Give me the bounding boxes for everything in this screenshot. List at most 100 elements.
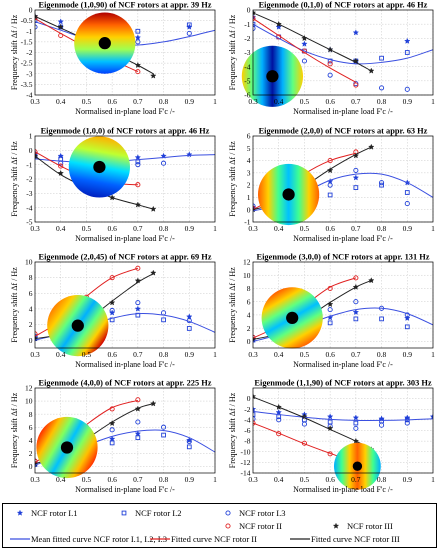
data-point [352,414,360,421]
x-tick-label: 1 [213,224,217,233]
data-point [253,203,256,209]
y-tick-label: 12 [25,384,33,393]
y-tick-label: 0 [247,337,251,346]
legend-label: NCF rotor III [347,521,393,531]
legend-item-ncf-rotor-i-1: NCF rotor I.1 [9,508,78,518]
mode-shape-disc [241,45,303,107]
legend-item-ncf-rotor-ii: NCF rotor II [217,521,282,531]
x-axis-label: Normalised in-plane load F'c /- [75,234,175,243]
x-tick-label: 0.5 [82,475,92,484]
chart-title: Eigenmode (1,0,0) of NCF rotors at appr.… [41,127,210,136]
data-point [161,424,167,430]
fitted-curve [253,410,433,422]
panel-3: 0.3 0.4 0.5 0.6 0.7 0.8 0.9 1 1 0 -1 -2 -3 -4 -5 Eigenm… [10,127,217,244]
legend-symbol [332,522,340,529]
legend-label: Fitted curve NCF rotor II [171,534,257,544]
legend-label: Mean fitted curve NCF rotor I.1, I.2, I.… [31,534,167,544]
x-tick-label: 0.8 [377,97,387,106]
y-tick-label: -3 [244,48,250,57]
data-point [276,417,282,423]
x-tick-label: 0.6 [325,350,335,359]
x-axis-label: Normalised in-plane load F'c /- [293,234,393,243]
x-tick-label: 0.4 [56,350,66,359]
y-tick-label: 0 [247,205,251,214]
x-tick-label: 0.5 [300,475,310,484]
series-fitted-curve-ncf-rotor-iii [253,12,372,72]
y-tick-label: -12 [241,458,251,467]
mode-shape-disc [261,287,323,349]
x-tick-label: 0.7 [351,350,361,359]
x-tick-label: 0.5 [82,224,92,233]
y-tick-label: -3 [26,189,32,198]
x-tick-label: 0.9 [185,97,195,106]
series-mean-fitted-curve-ncf-rotor-i-1-i-2-i-3 [253,410,433,422]
legend-symbol [121,510,127,516]
y-axis-label: Frequency shift Δf / Hz [228,267,237,343]
y-tick-label: -1 [244,218,250,227]
x-tick-label: 0.6 [107,350,117,359]
rotor-hub [98,37,111,50]
x-tick-label: 0.5 [82,350,92,359]
legend-symbol [290,538,310,540]
legend-label: NCF rotor II [239,521,282,531]
x-tick-label: 0.7 [133,475,143,484]
y-tick-label: -6 [244,426,250,435]
data-point [108,419,116,426]
data-point [161,317,166,323]
data-point [135,435,141,441]
data-point [253,420,256,426]
fitted-curve [253,18,357,83]
y-axis-label: Frequency shift Δf / Hz [228,14,237,90]
x-tick-label: 1 [431,350,435,359]
legend-item-mean-fitted-curve-ncf-rotor-i-1-i-2-i-3: Mean fitted curve NCF rotor I.1, I.2, I.… [9,534,167,544]
data-point [327,320,333,326]
data-point [352,174,360,181]
data-point [379,85,385,91]
data-point [353,275,359,281]
x-tick-label: 0.4 [274,97,284,106]
data-point [404,420,410,426]
x-axis-label: Normalised in-plane load F'c /- [293,360,393,369]
rotor-hub [282,188,295,201]
data-point [35,18,38,23]
data-point [352,29,360,36]
x-tick-label: 0.3 [30,224,40,233]
y-tick-label: 4 [29,305,33,314]
x-tick-label: 0.3 [248,224,258,233]
x-tick-label: 1 [213,97,217,106]
y-axis-label: Frequency shift Δf / Hz [228,141,237,217]
y-tick-label: -1 [26,160,32,169]
y-tick-label: -2.5 [21,59,33,68]
fitted-curve [253,23,433,65]
x-tick-label: 0.8 [159,475,169,484]
axes-frame [34,387,216,474]
y-tick-label: 1 [29,132,33,141]
data-point [150,72,157,79]
data-point [301,58,307,64]
data-point [404,414,411,421]
mode-shape-disc [47,295,109,357]
y-tick-label: -4 [244,62,250,71]
legend-item-fitted-curve-ncf-rotor-ii: Fitted curve NCF rotor II [149,534,257,544]
x-tick-label: 0.4 [274,350,284,359]
data-point [368,277,375,284]
x-tick-label: 0.6 [107,224,117,233]
y-tick-label: -6 [244,91,250,100]
axes-frame [252,387,434,474]
data-point [109,275,115,281]
data-point [135,69,141,75]
data-point [108,435,116,442]
y-tick-label: -3.5 [21,80,33,89]
legend-marker [225,523,231,529]
data-point [326,167,334,174]
rotor-hub [71,319,84,332]
rotor-hub [60,441,74,454]
y-tick-label: -1 [26,27,32,36]
y-tick-label: -1.5 [21,37,33,46]
legend-marker [225,510,231,516]
y-tick-label: 0 [29,6,33,15]
chart-title: Eigenmode (2,0,45) of NCF rotors at appr… [39,253,212,262]
data-point [379,55,384,61]
data-point [135,162,141,168]
data-point [327,158,333,164]
